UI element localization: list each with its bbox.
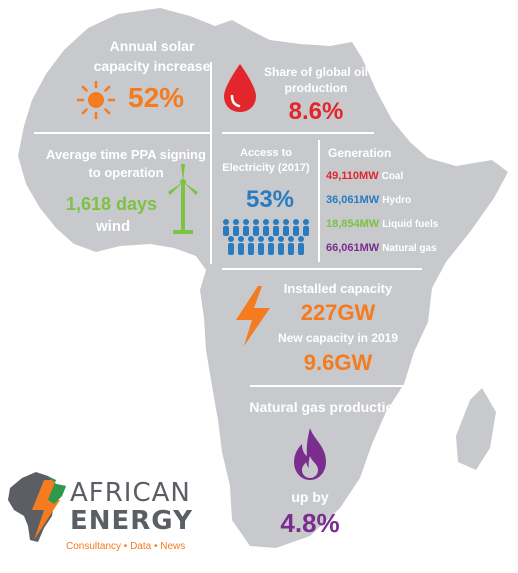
- generation-row: 66,061MW Natural gas: [326, 242, 437, 254]
- divider-vertical-generation: [318, 140, 320, 262]
- generation-row: 49,110MW Coal: [326, 170, 403, 182]
- flame-icon: [294, 428, 326, 480]
- access-label: Access to Electricity (2017): [222, 147, 310, 174]
- generation-value: 36,061MW: [326, 194, 380, 206]
- sun-icon: [76, 80, 116, 120]
- wind-turbine-icon: [168, 164, 198, 234]
- generation-row: 18,854MW Liquid fuels: [326, 218, 438, 230]
- solar-value: 52%: [128, 82, 185, 113]
- generation-value: 66,061MW: [326, 242, 380, 254]
- generation-label: Liquid fuels: [382, 219, 439, 230]
- ppa-value: 1,618 days: [66, 194, 158, 214]
- oil-label: Share of global oil production: [263, 65, 368, 95]
- generation-label: Natural gas: [382, 243, 437, 254]
- generation-value: 49,110MW: [326, 170, 379, 182]
- gas-value: 4.8%: [280, 508, 340, 538]
- access-value: 53%: [245, 186, 295, 213]
- divider-horizontal-lower: [250, 385, 408, 387]
- oil-drop-icon: [224, 64, 256, 112]
- gas-sub: up by: [291, 489, 329, 505]
- logo-line1: AFRICAN: [70, 478, 191, 508]
- generation-title: Generation: [328, 146, 392, 160]
- divider-horizontal-left: [34, 132, 210, 134]
- generation-row: 36,061MW Hydro: [326, 194, 411, 206]
- gas-label: Natural gas production: [249, 399, 403, 415]
- ppa-label: Average time PPA signing to operation: [46, 147, 206, 180]
- lightning-bolt-icon: [236, 286, 270, 346]
- capacity-label: Installed capacity: [283, 281, 393, 296]
- ppa-suffix: wind: [96, 218, 131, 235]
- generation-value: 18,854MW: [326, 218, 380, 230]
- divider-vertical-top: [210, 62, 212, 264]
- solar-label: Annual solar capacity increase: [93, 38, 211, 74]
- people-group-icon: [223, 219, 309, 255]
- logo-tagline: Consultancy • Data • News: [66, 541, 186, 552]
- oil-value: 8.6%: [288, 98, 344, 125]
- generation-label: Coal: [381, 171, 404, 182]
- capacity-new-label: New capacity in 2019: [277, 331, 399, 345]
- capacity-value: 227GW: [300, 300, 376, 325]
- capacity-new-value: 9.6GW: [303, 350, 373, 375]
- logo-line2: ENERGY: [70, 506, 193, 536]
- generation-label: Hydro: [382, 195, 412, 206]
- divider-horizontal-middle: [222, 268, 422, 270]
- african-energy-logo-icon: [8, 472, 66, 542]
- divider-horizontal-right: [222, 132, 374, 134]
